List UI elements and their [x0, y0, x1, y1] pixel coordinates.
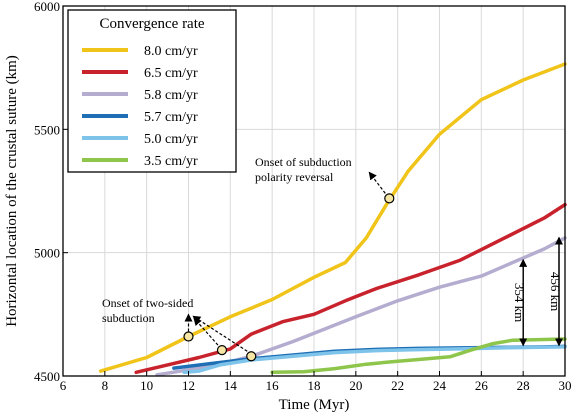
- x-tick-label: 10: [140, 378, 153, 393]
- legend-label-3: 5.7 cm/yr: [144, 110, 198, 125]
- legend-label-5: 3.5 cm/yr: [144, 154, 198, 169]
- event-marker-2: [246, 351, 257, 362]
- measurement-arrows: 354 km 456 km: [512, 236, 563, 347]
- y-tick-label: 4500: [34, 369, 60, 384]
- x-tick-label: 16: [266, 378, 280, 393]
- axes: 6 8 10 12 14 16 18 20 22 24 26 28 30 4500 5000 5500 6000: [34, 0, 572, 393]
- x-tick-label: 28: [517, 378, 530, 393]
- x-tick-label: 26: [475, 378, 489, 393]
- event-markers: [183, 193, 395, 362]
- y-axis-title: Horizontal location of the crustal sutur…: [4, 55, 20, 327]
- x-tick-label: 14: [224, 378, 238, 393]
- y-tick-label: 5500: [34, 122, 60, 137]
- series-line-5: [270, 337, 567, 375]
- x-tick-label: 22: [391, 378, 404, 393]
- event-marker-0: [183, 331, 194, 342]
- annotation-arrow: [192, 315, 248, 352]
- annotation-text-two-sided-subduction: subduction: [102, 311, 155, 325]
- legend-label-4: 5.0 cm/yr: [144, 132, 198, 147]
- x-tick-label: 24: [433, 378, 447, 393]
- series-lines: [98, 62, 567, 377]
- annotation-text-polarity-reversal: Onset of subduction: [255, 155, 352, 169]
- series-line-0: [98, 62, 567, 373]
- legend-label-1: 6.5 cm/yr: [144, 66, 198, 81]
- x-tick-label: 18: [308, 378, 321, 393]
- series-line-2: [155, 236, 567, 377]
- measurement-label-1: 456 km: [548, 272, 563, 311]
- x-axis-title: Time (Myr): [279, 397, 350, 413]
- legend-label-0: 8.0 cm/yr: [144, 44, 198, 59]
- x-tick-label: 8: [102, 378, 109, 393]
- measurement-label-0: 354 km: [512, 283, 527, 322]
- series-line-1: [134, 202, 567, 375]
- x-tick-label: 30: [559, 378, 572, 393]
- x-tick-label: 6: [60, 378, 67, 393]
- event-marker-3: [384, 193, 395, 204]
- event-marker-1: [216, 345, 228, 356]
- legend: Convergence rate 8.0 cm/yr 6.5 cm/yr 5.8 cm…: [67, 9, 237, 173]
- x-tick-label: 12: [182, 378, 195, 393]
- annotation-text-polarity-reversal: polarity reversal: [255, 170, 334, 184]
- legend-box: [67, 9, 237, 173]
- y-tick-label: 6000: [34, 0, 60, 14]
- legend-title: Convergence rate: [99, 16, 204, 32]
- annotation-arrow: [368, 171, 386, 194]
- legend-label-2: 5.8 cm/yr: [144, 88, 198, 103]
- annotation-text-two-sided-subduction: Onset of two-sided: [102, 296, 193, 310]
- x-tick-label: 20: [349, 378, 362, 393]
- y-tick-label: 5000: [34, 246, 60, 261]
